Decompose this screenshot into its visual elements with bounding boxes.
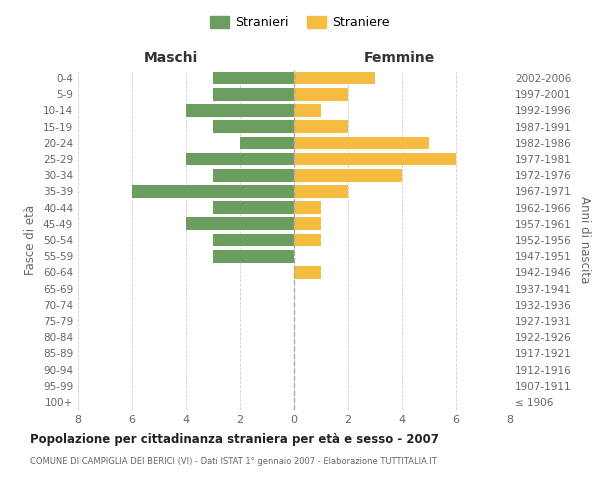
Text: Popolazione per cittadinanza straniera per età e sesso - 2007: Popolazione per cittadinanza straniera p… [30, 432, 439, 446]
Bar [294, 218, 321, 230]
Bar [294, 169, 402, 181]
Bar [186, 104, 294, 117]
Bar [186, 218, 294, 230]
Bar [294, 266, 321, 278]
Bar [294, 88, 348, 101]
Bar [213, 169, 294, 181]
Bar [294, 72, 375, 85]
Bar [294, 185, 348, 198]
Y-axis label: Fasce di età: Fasce di età [25, 205, 37, 275]
Bar [294, 152, 456, 166]
Y-axis label: Anni di nascita: Anni di nascita [578, 196, 591, 284]
Text: Femmine: Femmine [364, 52, 434, 66]
Text: Maschi: Maschi [144, 52, 198, 66]
Bar [294, 104, 321, 117]
Bar [294, 120, 348, 133]
Bar [213, 120, 294, 133]
Bar [213, 88, 294, 101]
Bar [186, 152, 294, 166]
Bar [213, 72, 294, 85]
Text: COMUNE DI CAMPIGLIA DEI BERICI (VI) - Dati ISTAT 1° gennaio 2007 - Elaborazione : COMUNE DI CAMPIGLIA DEI BERICI (VI) - Da… [30, 458, 437, 466]
Bar [240, 136, 294, 149]
Legend: Stranieri, Straniere: Stranieri, Straniere [205, 11, 395, 34]
Bar [132, 185, 294, 198]
Bar [294, 234, 321, 246]
Bar [294, 136, 429, 149]
Bar [213, 250, 294, 262]
Bar [213, 234, 294, 246]
Bar [294, 202, 321, 214]
Bar [213, 202, 294, 214]
